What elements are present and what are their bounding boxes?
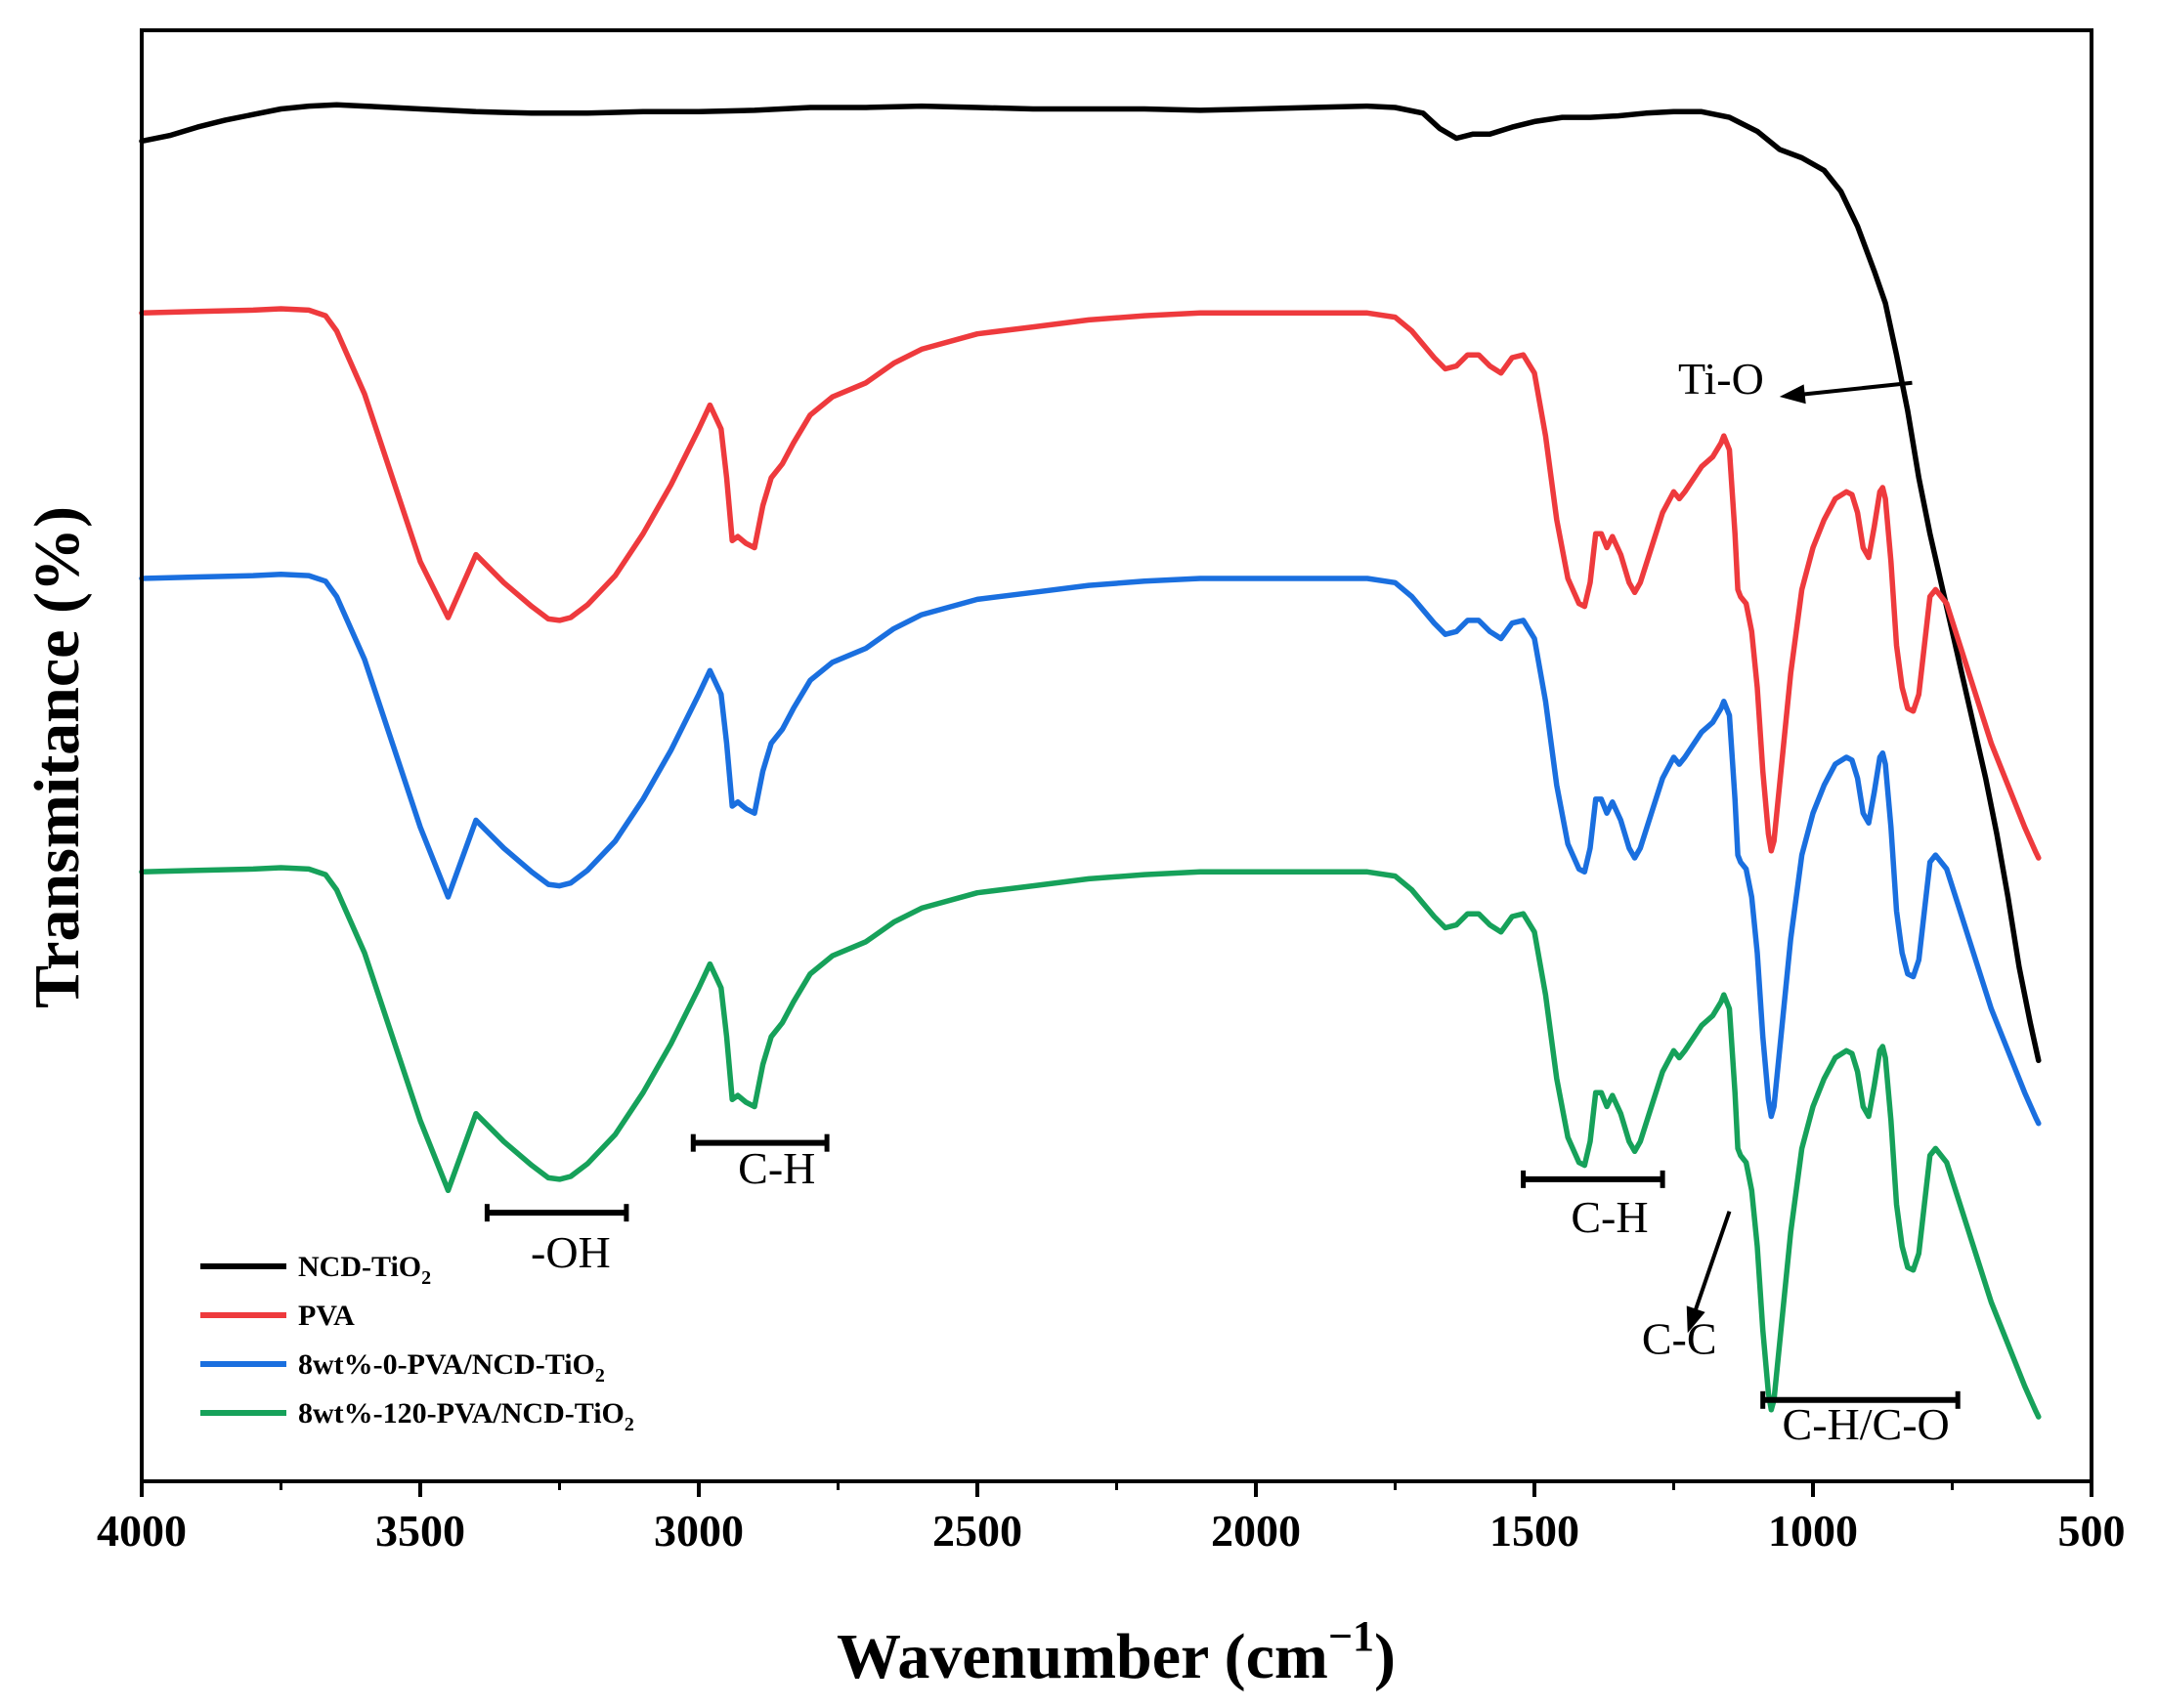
x-tick-label-1000: 1000	[1768, 1506, 1858, 1556]
x-tick-label-500: 500	[2058, 1506, 2126, 1556]
series-layer	[139, 102, 2042, 1420]
legend-label-main: PVA	[298, 1300, 355, 1332]
legend-label: PVA	[298, 1300, 355, 1332]
arrow-head	[1779, 384, 1806, 405]
legend: NCD-TiO2PVA8wt%-0-PVA/NCD-TiO28wt%-120-P…	[200, 1251, 634, 1435]
legend-label: 8wt%-0-PVA/NCD-TiO2	[298, 1348, 605, 1387]
annotation-layer: Ti-O C-C -OH C-H C-H C-H/C-O	[484, 354, 1961, 1449]
series-line-8wt-120-pva-ncd-tio2	[139, 865, 2042, 1420]
x-tick-label-3000: 3000	[654, 1506, 744, 1556]
x-axis-title: Wavenumber (cm−1)	[837, 1612, 1396, 1692]
x-axis-ticks: 4000 3500 3000 2500 2000 1500 1000 500	[97, 1481, 2126, 1556]
legend-label-main: 8wt%-120-PVA/NCD-TiO	[298, 1397, 625, 1430]
legend-item-ncd-tio2: NCD-TiO2	[200, 1251, 431, 1289]
annotation-label: C-H	[738, 1143, 815, 1193]
legend-item-pva: PVA	[200, 1300, 355, 1332]
annotation-c-h-c-o-5: C-H/C-O	[1760, 1390, 1961, 1449]
x-tick-label-4000: 4000	[97, 1506, 187, 1556]
x-tick-label-2000: 2000	[1211, 1506, 1301, 1556]
legend-item-8wt-120-pva-ncd-tio2: 8wt%-120-PVA/NCD-TiO2	[200, 1397, 634, 1435]
arrow-shaft	[1692, 1211, 1732, 1315]
arrow-shaft	[1798, 380, 1913, 397]
annotation-c-c-1: C-C	[1642, 1211, 1732, 1364]
x-axis-title-main: Wavenumber (cm	[837, 1621, 1328, 1692]
series-line-8wt-0-pva-ncd-tio2	[139, 571, 2042, 1127]
legend-item-8wt-0-pva-ncd-tio2: 8wt%-0-PVA/NCD-TiO2	[200, 1348, 605, 1387]
legend-label: NCD-TiO2	[298, 1251, 431, 1289]
series-line-ncd-tio2	[139, 102, 2042, 1064]
legend-label-subscript: 2	[421, 1267, 431, 1289]
annotation-label: Ti-O	[1678, 354, 1764, 404]
annotation-c-h-4: C-H	[1521, 1170, 1665, 1242]
annotation-label: C-H/C-O	[1783, 1399, 1950, 1449]
legend-label-subscript: 2	[595, 1365, 605, 1387]
x-tick-label-2500: 2500	[932, 1506, 1022, 1556]
annotation-label: C-C	[1642, 1314, 1717, 1364]
annotation-c-h-3: C-H	[690, 1133, 830, 1193]
x-axis-title-exponent: −1	[1328, 1612, 1374, 1660]
legend-label: 8wt%-120-PVA/NCD-TiO2	[298, 1397, 634, 1435]
annotation-oh-2: -OH	[484, 1204, 629, 1277]
series-line-pva	[139, 306, 2042, 861]
annotation-ti-o-0: Ti-O	[1678, 354, 1913, 405]
legend-label-main: 8wt%-0-PVA/NCD-TiO	[298, 1348, 595, 1381]
x-axis-title-close: )	[1374, 1621, 1396, 1692]
arrow-head	[1686, 1305, 1705, 1334]
legend-label-subscript: 2	[625, 1414, 634, 1435]
x-tick-label-1500: 1500	[1489, 1506, 1579, 1556]
annotation-label: -OH	[531, 1227, 611, 1277]
x-tick-label-3500: 3500	[375, 1506, 465, 1556]
annotation-label: C-H	[1571, 1192, 1648, 1242]
legend-label-main: NCD-TiO	[298, 1251, 421, 1283]
y-axis-title: Transmitance (%)	[22, 506, 93, 1008]
